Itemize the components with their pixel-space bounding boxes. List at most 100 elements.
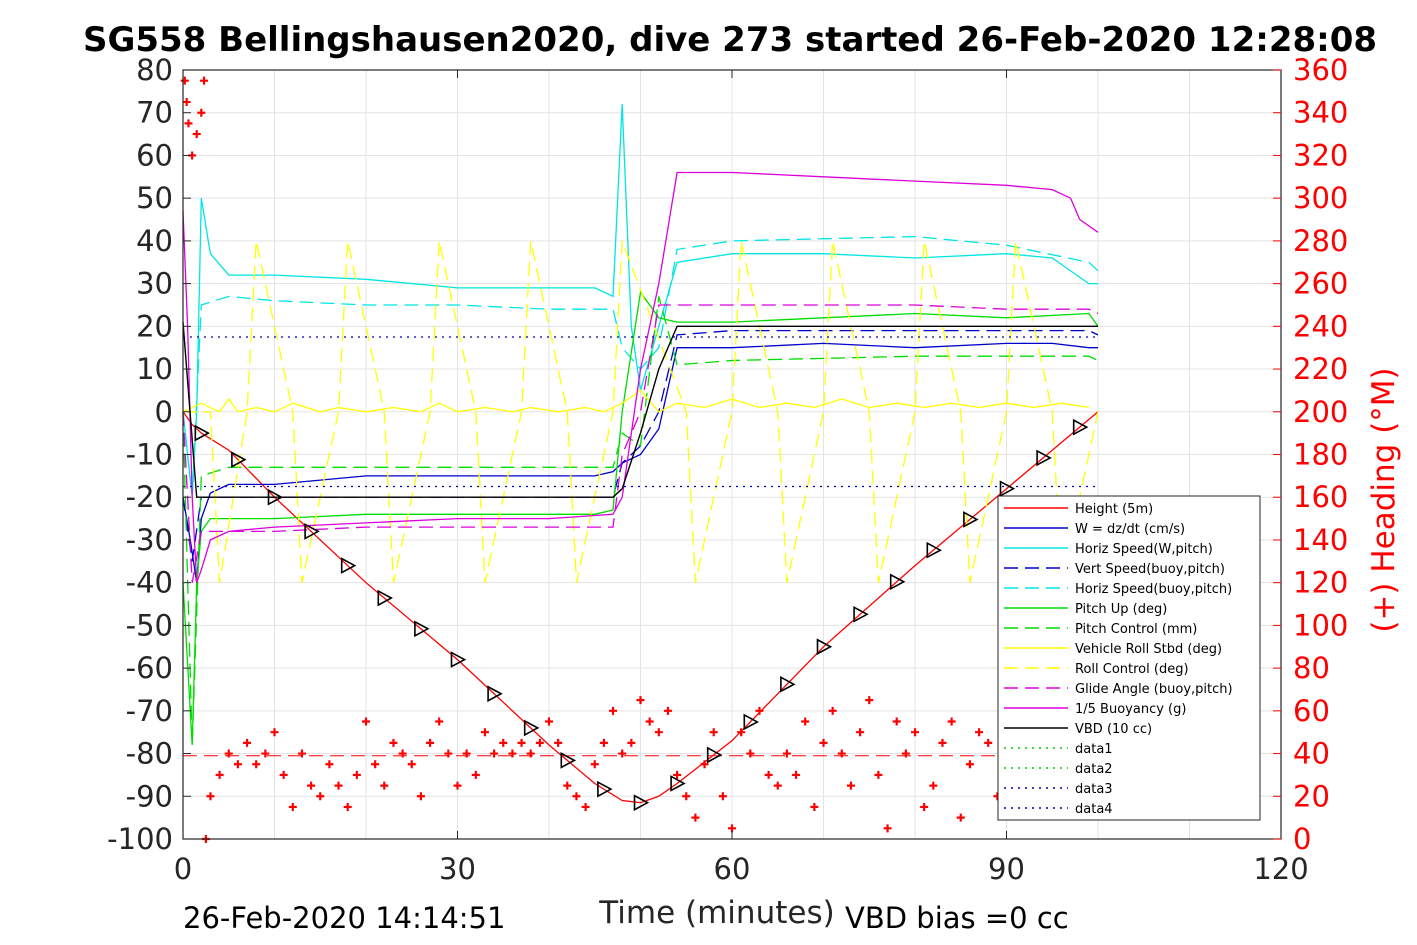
heading-point xyxy=(718,792,727,801)
heading-point xyxy=(819,738,828,747)
heading-point xyxy=(846,781,855,790)
heading-point xyxy=(371,760,380,769)
trajectory-marker xyxy=(194,424,210,442)
series-vert_buoy xyxy=(182,329,1099,562)
heading-point xyxy=(563,781,572,790)
heading-point xyxy=(755,706,764,715)
y-tick-label: -60 xyxy=(126,651,173,685)
trajectory-marker xyxy=(377,589,393,607)
heading-point xyxy=(901,749,910,758)
heading-point xyxy=(407,760,416,769)
trajectory-marker xyxy=(780,676,796,693)
heading-point xyxy=(206,792,215,801)
trajectory-marker xyxy=(1036,449,1052,467)
y2-tick-label: 120 xyxy=(1293,566,1348,600)
heading-point xyxy=(270,728,279,737)
heading-point xyxy=(517,738,526,747)
legend-label-vbd: VBD (10 cc) xyxy=(1075,722,1152,737)
legend-label-roll: Vehicle Roll Stbd (deg) xyxy=(1075,642,1222,657)
y2-tick-label: 200 xyxy=(1293,395,1348,429)
x-tick-label: 30 xyxy=(439,852,476,886)
series-w xyxy=(182,342,1098,583)
series-roll xyxy=(182,389,1089,413)
footer-timestamp: 26-Feb-2020 14:14:51 xyxy=(183,901,505,935)
trajectory-marker xyxy=(926,541,942,559)
heading-point xyxy=(316,792,325,801)
heading-point xyxy=(252,760,261,769)
heading-point xyxy=(691,813,700,822)
series-horiz_w xyxy=(182,104,1098,498)
heading-point xyxy=(180,76,189,85)
legend-label-w: W = dz/dt (cm/s) xyxy=(1075,522,1185,537)
legend-label-vert_buoy: Vert Speed(buoy,pitch) xyxy=(1075,562,1225,577)
heading-point xyxy=(192,130,201,139)
x-tick-label: 120 xyxy=(1253,852,1308,886)
legend-label-glide: Glide Angle (buoy,pitch) xyxy=(1075,682,1233,697)
trajectory-marker xyxy=(267,488,284,506)
chart-title: SG558 Bellingshausen2020, dive 273 start… xyxy=(83,20,1377,60)
trajectory-marker xyxy=(597,780,613,798)
y2-tick-label: 140 xyxy=(1293,523,1348,557)
heading-point xyxy=(380,781,389,790)
legend-label-horiz_w: Horiz Speed(W,pitch) xyxy=(1075,542,1213,557)
legend-label-data1: data1 xyxy=(1075,742,1113,757)
y-tick-label: -20 xyxy=(126,480,173,514)
heading-point xyxy=(773,781,782,790)
legend-label-height: Height (5m) xyxy=(1075,502,1153,517)
y2-tick-label: 320 xyxy=(1293,138,1348,172)
legend-box xyxy=(997,495,1261,821)
y-tick-label: 60 xyxy=(136,138,173,172)
trajectory-marker xyxy=(450,651,467,668)
trajectory-marker xyxy=(487,685,503,703)
legend-label-buoy: 1/5 Buoyancy (g) xyxy=(1075,702,1186,717)
heading-point xyxy=(984,738,993,747)
legend-label-pitch_ctrl: Pitch Control (mm) xyxy=(1075,622,1197,637)
trajectory-marker xyxy=(633,794,650,812)
trajectory-marker xyxy=(743,713,759,731)
heading-point xyxy=(545,717,553,726)
heading-point xyxy=(182,98,191,107)
heading-point xyxy=(810,802,819,811)
heading-point xyxy=(444,749,453,758)
x-axis-label: Time (minutes) xyxy=(598,895,834,931)
y2-tick-label: 0 xyxy=(1293,822,1311,856)
heading-point xyxy=(499,738,508,747)
heading-point xyxy=(883,824,892,833)
x-tick-label: 90 xyxy=(988,852,1025,886)
heading-point xyxy=(609,706,618,715)
heading-point xyxy=(920,802,929,811)
heading-point xyxy=(673,770,682,779)
heading-point xyxy=(352,770,361,779)
heading-point xyxy=(362,717,370,726)
heading-point xyxy=(279,770,288,779)
y2-tick-label: 340 xyxy=(1293,96,1348,130)
heading-point xyxy=(636,696,645,705)
x-tick-label: 0 xyxy=(174,852,192,886)
legend-label-data3: data3 xyxy=(1075,782,1113,797)
heading-point xyxy=(782,749,791,758)
heading-point xyxy=(892,717,901,726)
y2-tick-label: 20 xyxy=(1293,779,1330,813)
heading-point xyxy=(828,706,837,715)
heading-point xyxy=(746,749,755,758)
heading-point xyxy=(618,749,627,758)
legend-label-data4: data4 xyxy=(1075,802,1113,817)
heading-point xyxy=(792,770,801,779)
y2-tick-label: 60 xyxy=(1293,694,1330,728)
series-height xyxy=(182,411,1099,804)
y2-tick-label: 100 xyxy=(1293,608,1348,642)
y2-tick-label: 160 xyxy=(1293,480,1348,514)
trajectory-marker xyxy=(999,480,1016,498)
trajectory-marker xyxy=(1072,418,1089,436)
trajectory-marker xyxy=(889,573,906,591)
heading-point xyxy=(535,738,544,747)
heading-point xyxy=(508,749,517,758)
legend-label-data2: data2 xyxy=(1075,762,1113,777)
heading-point xyxy=(682,792,691,801)
heading-point xyxy=(700,760,709,769)
y-tick-label: -80 xyxy=(126,737,173,771)
heading-point xyxy=(728,824,736,833)
y2-tick-label: 80 xyxy=(1293,651,1330,685)
y2-axis-label: (+) Heading (°M) xyxy=(1366,367,1402,632)
heading-point xyxy=(911,728,919,737)
